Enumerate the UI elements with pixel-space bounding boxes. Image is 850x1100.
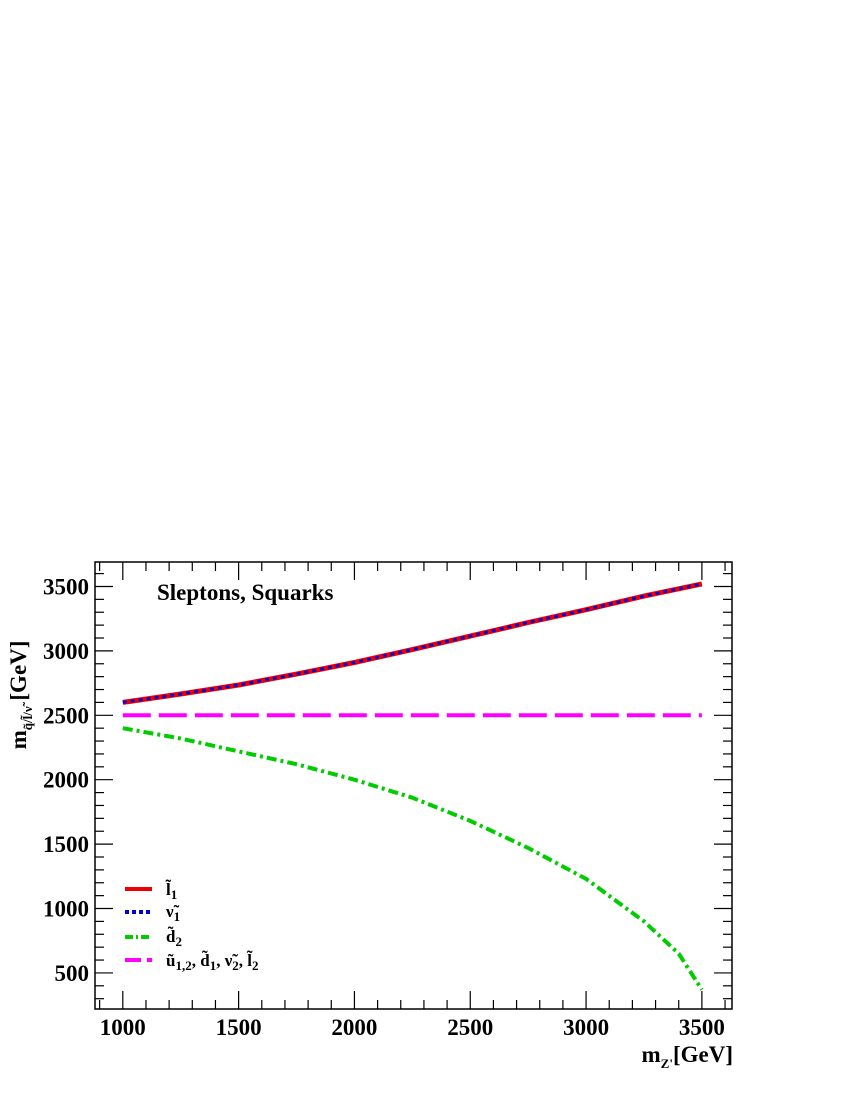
tick-labels: 1000 1500 2000 2500 3000 3500 500 1000 1500 2000 2… bbox=[43, 574, 725, 1040]
y-tick-label: 3500 bbox=[43, 574, 89, 599]
x-tick-label: 1000 bbox=[100, 1015, 146, 1040]
legend-entry-flat: ũ1,2, d̃1, ν̃2, l̃2 bbox=[125, 950, 259, 973]
legend-entry-nu1: ν̃1 bbox=[125, 902, 180, 924]
plot-frame bbox=[94, 561, 733, 1010]
y-tick-label: 1500 bbox=[43, 832, 89, 857]
y-tick-label: 1000 bbox=[43, 897, 89, 922]
x-tick-label: 1500 bbox=[216, 1015, 262, 1040]
legend-entry-l1: l̃1 bbox=[125, 879, 177, 902]
x-tick-label: 3500 bbox=[679, 1015, 725, 1040]
x-tick-label: 2000 bbox=[331, 1015, 377, 1040]
x-tick-label: 2500 bbox=[447, 1015, 493, 1040]
legend-label-nu1: ν̃1 bbox=[165, 902, 180, 924]
series-line-2 bbox=[122, 726, 704, 991]
axis-ticks bbox=[95, 562, 732, 1009]
x-tick-label: 3000 bbox=[563, 1015, 609, 1040]
legend-entry-d2: d̃2 bbox=[125, 926, 182, 949]
y-tick-label: 2500 bbox=[43, 703, 89, 728]
legend-label-l1: l̃1 bbox=[166, 879, 178, 902]
chart-title: Sleptons, Squarks bbox=[157, 580, 333, 605]
x-axis-title: mZ'[GeV] bbox=[642, 1042, 734, 1071]
y-axis-title: mq̃/l̃/ν̃ [GeV] bbox=[6, 641, 35, 750]
series-group bbox=[122, 581, 704, 991]
legend-label-d2: d̃2 bbox=[166, 926, 182, 949]
series-line-1 bbox=[122, 582, 703, 704]
y-tick-label: 3000 bbox=[43, 639, 89, 664]
legend-label-flat: ũ1,2, d̃1, ν̃2, l̃2 bbox=[166, 950, 259, 973]
legend: l̃1 ν̃1 d̃2 ũ1,2, d̃1, ν̃2, l̃2 bbox=[125, 879, 259, 973]
y-tick-label: 2000 bbox=[43, 768, 89, 793]
y-tick-label: 500 bbox=[55, 961, 90, 986]
